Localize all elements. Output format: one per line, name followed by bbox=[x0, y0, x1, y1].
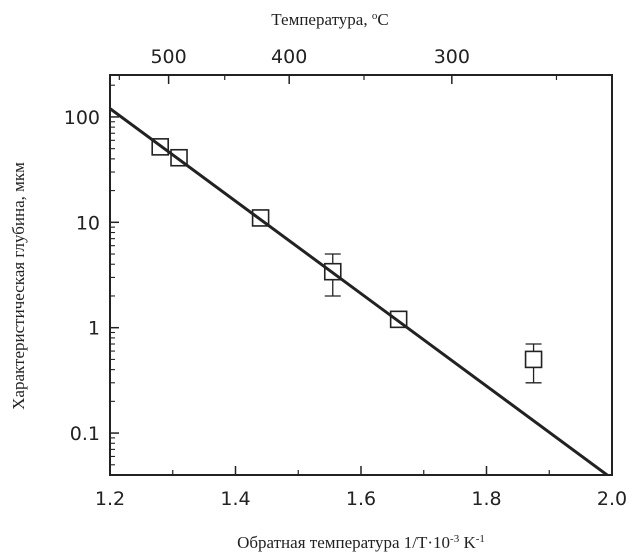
y-tick-label: 10 bbox=[76, 212, 100, 234]
ticks-layer: 1.2 1.4 1.6 1.8 2.0 0.1 1 10 100 500 400 300 bbox=[64, 46, 627, 510]
x-tick-label: 1.8 bbox=[471, 488, 501, 510]
y-tick-label: 1 bbox=[88, 318, 100, 340]
data-point bbox=[151, 138, 169, 156]
data-point bbox=[170, 148, 188, 167]
y-tick-label: 100 bbox=[64, 107, 100, 129]
x-tick-label: 1.4 bbox=[220, 488, 250, 510]
x-tick-label: 1.6 bbox=[346, 488, 376, 510]
top-tick-label: 400 bbox=[271, 46, 307, 68]
x-axis-title: Обратная температура 1/T·10-3 K-1 bbox=[237, 533, 485, 552]
top-tick-label: 500 bbox=[150, 46, 186, 68]
x-tick-label: 1.2 bbox=[95, 488, 125, 510]
data-point bbox=[389, 310, 408, 329]
y-axis-title: Характеристическая глубина, мкм bbox=[9, 162, 28, 410]
data-point bbox=[524, 350, 543, 369]
x-tick-label: 2.0 bbox=[597, 488, 627, 510]
top-tick-label: 300 bbox=[434, 46, 470, 68]
top-axis-title: Температура, oC bbox=[271, 10, 388, 29]
fit-layer bbox=[110, 107, 610, 475]
data-point bbox=[251, 209, 270, 227]
y-tick-label: 0.1 bbox=[70, 423, 100, 445]
points-layer bbox=[151, 138, 543, 384]
plot-frame bbox=[109, 74, 613, 476]
fit-line bbox=[110, 107, 610, 475]
data-point bbox=[323, 262, 342, 281]
